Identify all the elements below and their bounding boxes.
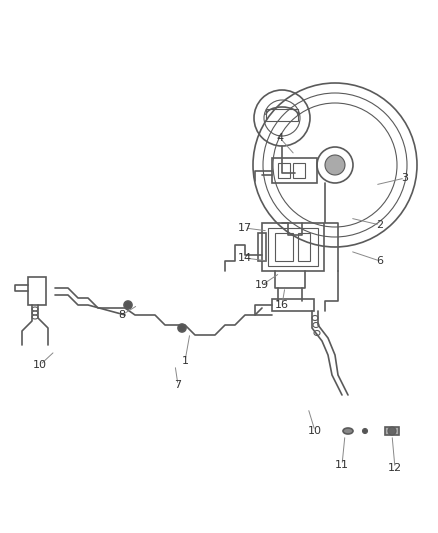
Circle shape [124,301,132,309]
Text: 10: 10 [33,360,47,370]
Text: 6: 6 [377,256,384,266]
Text: 12: 12 [388,463,402,473]
Bar [278,163,290,178]
Text: 16: 16 [275,300,289,310]
Text: 14: 14 [238,253,252,263]
Text: 19: 19 [255,280,269,290]
Bar [28,277,46,305]
Bar [258,233,266,261]
Text: 4: 4 [276,133,283,143]
Bar [272,158,317,183]
Bar [262,223,324,271]
Bar [385,427,399,435]
Bar [272,299,314,311]
Text: 17: 17 [238,223,252,233]
Bar [268,228,318,266]
Circle shape [388,427,396,435]
Circle shape [178,324,186,332]
Text: 8: 8 [118,310,126,320]
Bar [298,233,310,261]
Ellipse shape [343,428,353,434]
Bar [275,233,293,261]
Text: 1: 1 [181,356,188,366]
Text: 11: 11 [335,460,349,470]
Text: 7: 7 [174,380,182,390]
Text: 10: 10 [308,426,322,436]
Circle shape [325,155,345,175]
Text: 3: 3 [402,173,409,183]
Bar [293,163,305,178]
Text: 2: 2 [376,220,384,230]
Circle shape [363,429,367,433]
Bar [266,109,298,121]
